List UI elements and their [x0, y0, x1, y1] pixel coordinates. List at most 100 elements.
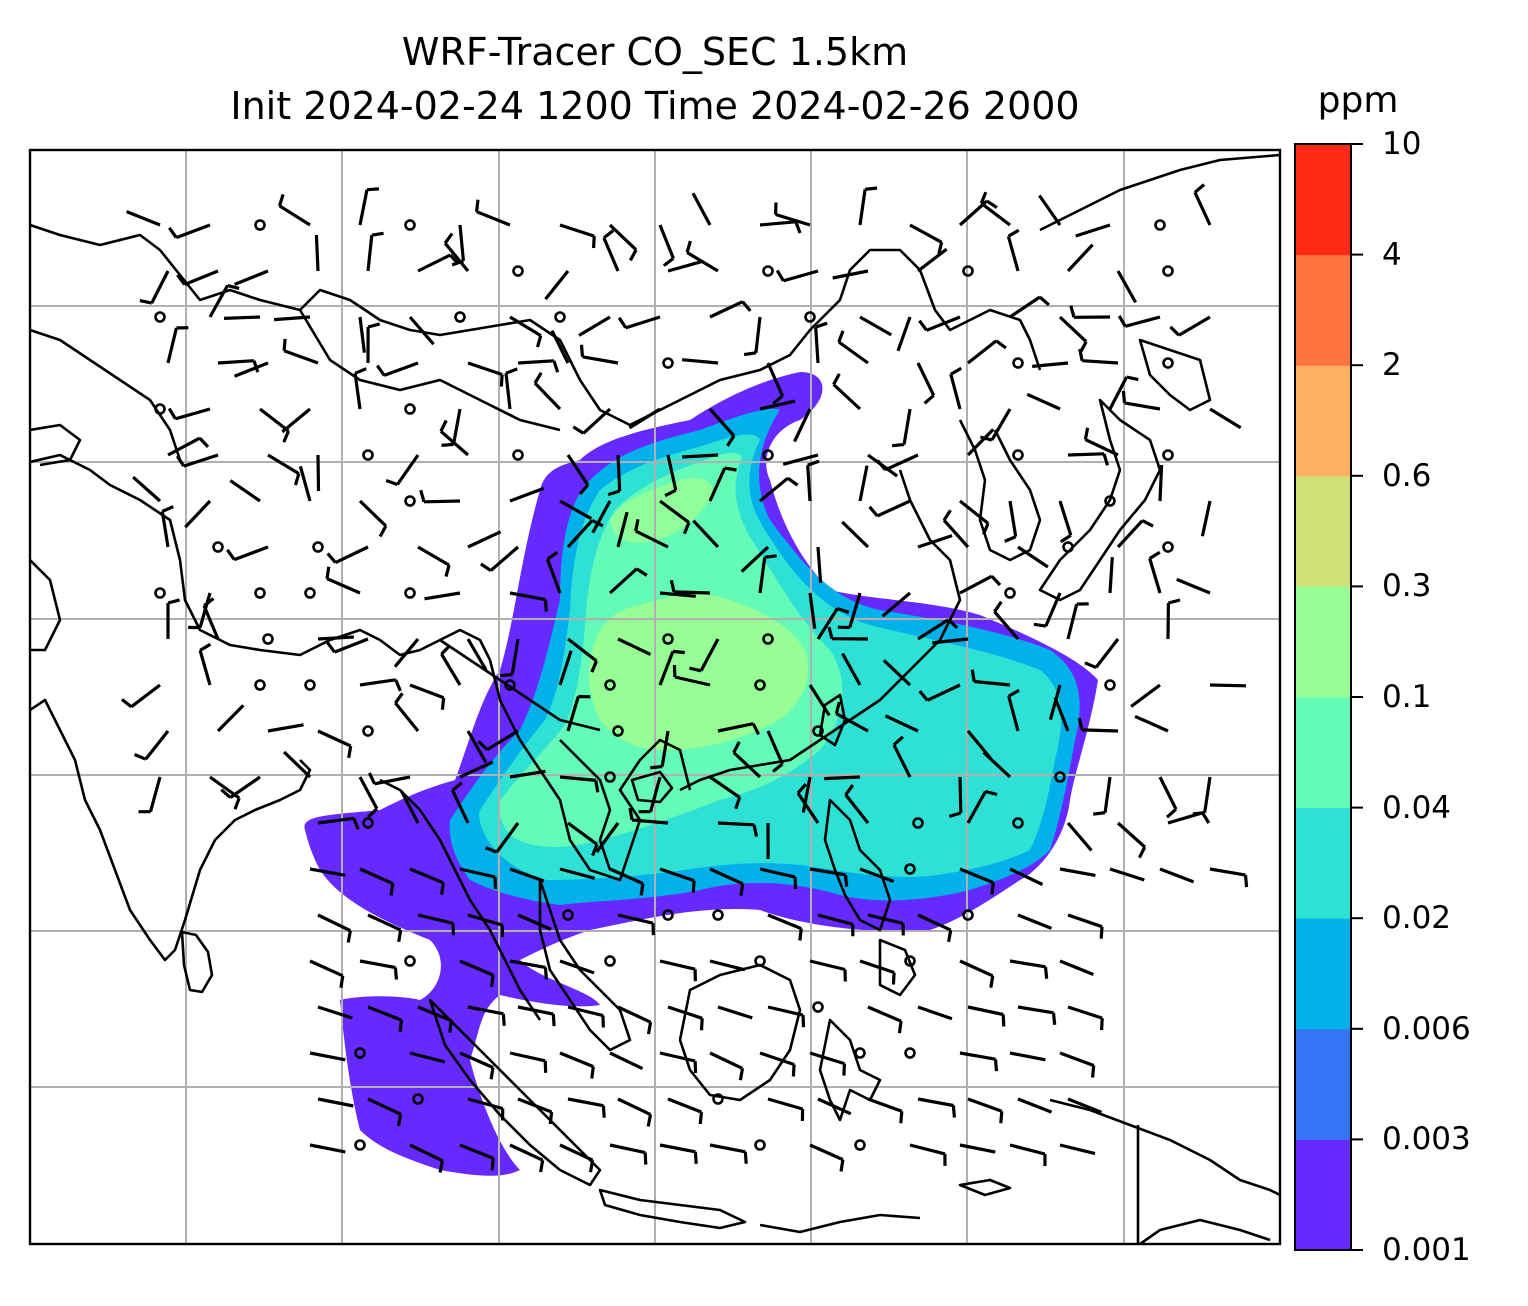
- wind-barb: [133, 730, 170, 761]
- calm-wind-marker: [254, 679, 266, 691]
- wind-barb: [309, 1143, 346, 1154]
- wind-barb: [559, 959, 595, 975]
- wind-barb: [832, 373, 862, 411]
- wind-barb: [1067, 452, 1110, 466]
- wind-barb: [659, 867, 696, 893]
- arabia: [30, 559, 62, 652]
- wind-barb: [814, 321, 828, 364]
- wind-barb: [309, 867, 346, 877]
- wind-barb: [558, 650, 573, 686]
- wind-barb: [566, 518, 604, 549]
- wind-barb: [504, 367, 518, 410]
- wind-barb: [1032, 361, 1069, 368]
- wind-barb: [409, 1143, 444, 1173]
- calm-wind-marker: [554, 311, 566, 323]
- lesser-sunda: [759, 1213, 921, 1234]
- wind-barb: [942, 509, 970, 549]
- wind-barb: [559, 223, 596, 249]
- wind-barb: [579, 344, 619, 365]
- wind-barb: [1067, 1005, 1104, 1031]
- wind-barb: [659, 499, 691, 535]
- colorbar-frame: [1294, 143, 1352, 1251]
- wind-barb: [441, 408, 462, 447]
- wind-barb: [881, 591, 912, 618]
- indochina: [488, 659, 692, 882]
- wind-barb: [1059, 1051, 1096, 1078]
- wind-barb: [1209, 867, 1249, 888]
- colorbar-swatch: [1295, 144, 1351, 256]
- wind-barb: [1148, 550, 1162, 594]
- calm-wind-marker: [754, 1139, 766, 1151]
- sri-lanka: [180, 930, 214, 994]
- calm-wind-marker: [1012, 357, 1024, 369]
- wind-barb: [367, 913, 403, 943]
- wind-barb: [424, 591, 461, 601]
- wind-barb: [259, 407, 290, 443]
- wind-barb: [1067, 913, 1104, 939]
- wind-barb: [882, 659, 912, 687]
- wind-barb: [1108, 375, 1139, 410]
- wind-barb: [667, 1005, 704, 1031]
- wind-barb: [517, 913, 552, 931]
- wind-barb: [394, 692, 420, 733]
- wind-barb: [672, 664, 711, 687]
- colorbar-swatch: [1295, 697, 1351, 809]
- wind-barb: [809, 867, 849, 887]
- wind-barb: [758, 554, 777, 594]
- wind-barb: [533, 371, 562, 411]
- colorbar-tick-label: 0.001: [1382, 1232, 1471, 1268]
- mindanao: [878, 938, 917, 997]
- wind-barb: [859, 315, 892, 337]
- colorbar-tick-label: 0.3: [1382, 568, 1432, 605]
- calm-wind-marker: [154, 403, 166, 415]
- wind-barb: [1158, 464, 1164, 502]
- wind-barb: [443, 232, 470, 273]
- calm-wind-marker: [404, 495, 416, 507]
- wind-barb: [1069, 305, 1111, 319]
- wind-barb: [740, 545, 770, 573]
- wind-barb: [1059, 1143, 1096, 1156]
- wind-barb: [766, 362, 784, 405]
- calm-wind-marker: [1162, 265, 1174, 277]
- colorbar-tick-label: 0.02: [1382, 900, 1452, 937]
- wind-barb: [367, 772, 411, 786]
- wind-barb: [743, 316, 762, 357]
- calm-wind-marker: [812, 1001, 824, 1013]
- calm-wind-marker: [404, 955, 416, 967]
- wind-barb: [650, 730, 670, 770]
- coastlines: [30, 153, 1280, 1244]
- wind-barb: [509, 959, 548, 980]
- calm-wind-marker: [504, 679, 516, 691]
- colorbar-tick-label: 10: [1382, 126, 1422, 162]
- wind-barb: [609, 1143, 648, 1165]
- calm-wind-marker: [362, 449, 374, 461]
- wind-barb: [459, 760, 494, 779]
- wind-barb: [816, 546, 823, 584]
- wind-barb: [867, 1097, 904, 1124]
- wind-barb: [691, 192, 712, 226]
- wind-barb: [948, 776, 963, 818]
- wind-barb: [809, 1051, 846, 1076]
- colorbar-swatch: [1295, 1139, 1351, 1251]
- wind-barb: [316, 454, 321, 492]
- china-north-border: [30, 223, 1042, 427]
- wind-barb: [967, 1097, 1004, 1124]
- wind-barb: [767, 913, 803, 941]
- calm-wind-marker: [804, 311, 816, 323]
- wind-barb: [298, 465, 312, 502]
- wind-barb: [884, 714, 919, 733]
- calm-wind-marker: [312, 541, 324, 553]
- wind-barb: [475, 199, 511, 227]
- korea-peninsula: [958, 419, 1042, 562]
- wind-barb: [459, 1051, 495, 1080]
- wind-barb: [617, 1005, 653, 1035]
- calm-wind-marker: [404, 219, 416, 231]
- wind-barb: [1058, 315, 1088, 354]
- wind-barb: [1038, 194, 1062, 226]
- wind-barb: [595, 822, 620, 854]
- wind-barb: [393, 637, 420, 668]
- calm-wind-marker: [604, 679, 616, 691]
- wind-barb: [717, 821, 759, 837]
- wind-barb: [1009, 295, 1050, 319]
- hokkaido: [1138, 338, 1212, 412]
